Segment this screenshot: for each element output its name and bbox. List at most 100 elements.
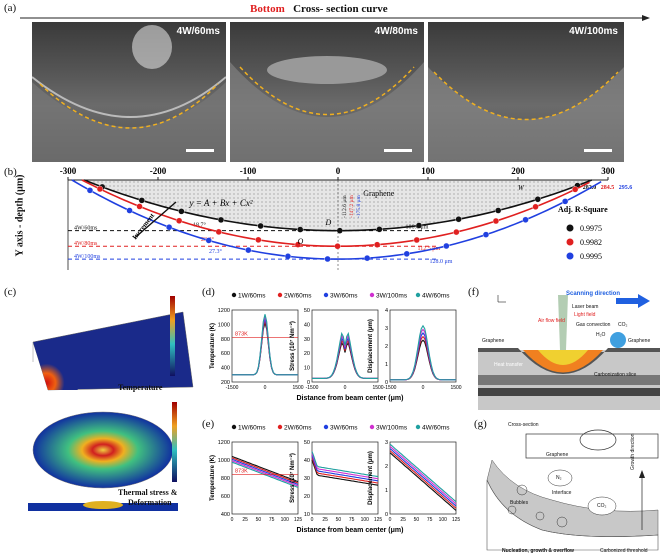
y-tick-label: 600 [221, 494, 230, 500]
o-label: O [298, 237, 304, 246]
y-tick-label: 200 [221, 380, 230, 386]
y-tick-label: 400 [221, 512, 230, 518]
sem-tag-80ms: 4W/80ms [374, 26, 418, 37]
series-curve [311, 457, 379, 484]
threshold-label: 873K [235, 331, 248, 337]
panel-d-label: (d) [202, 286, 215, 298]
growth-schematic [486, 429, 659, 551]
data-point [255, 236, 262, 244]
data-point [136, 203, 143, 210]
x-tick-label: 1500 [450, 385, 461, 391]
series-curve [231, 455, 299, 483]
y-axis-label: Displacement (μm) [368, 319, 374, 373]
legend-marker [369, 424, 375, 430]
x-tick-label: 75 [269, 517, 275, 523]
legend-value: 0.9982 [580, 238, 602, 247]
stress-caption-line2: Deformation [128, 498, 172, 507]
depth-value: -175.8 μm [356, 194, 362, 218]
y-tick-label: 1 [385, 488, 388, 494]
series-curve [389, 450, 457, 509]
x-tick-label: 100 [421, 166, 435, 176]
legend-marker [323, 292, 329, 298]
x-tick-label: 1500 [292, 385, 303, 391]
n2-label: N₂ [556, 475, 562, 481]
graphene-label: Graphene [363, 189, 395, 198]
y-tick-label: 0 [307, 380, 310, 386]
x-tick-label: 0 [311, 517, 314, 523]
cross-section-label: Cross-section [508, 422, 539, 428]
series-curve [231, 461, 299, 488]
panel-f-label: (f) [468, 286, 479, 298]
y-tick-label: 1200 [218, 308, 230, 314]
data-point [571, 186, 579, 193]
x-tick-label: 200 [511, 166, 525, 176]
y-tick-label: 0 [385, 380, 388, 386]
depth-line-label: 4W/80ms [74, 241, 98, 247]
growth-direction: Growth direction [630, 433, 636, 470]
y-tick-label: 10 [304, 512, 310, 518]
scanning-direction: Scanning direction [566, 291, 621, 297]
x-tick-label: 50 [414, 517, 420, 523]
title-cross-section: Cross- section curve [293, 3, 388, 15]
simulation-stress [28, 411, 178, 511]
legend-marker [415, 424, 421, 430]
y-tick-label: 50 [304, 440, 310, 446]
legend-label: 3W/60ms [330, 425, 358, 432]
data-point [495, 207, 502, 214]
data-point [453, 228, 460, 236]
graphene-left: Graphene [482, 338, 505, 344]
panel-c-label: (c) [4, 286, 17, 298]
x-tick-label: 0 [231, 517, 234, 523]
y-tick-label: 3 [385, 326, 388, 332]
data-point [561, 198, 569, 205]
x-tick-label: 0 [422, 385, 425, 391]
nucleation-label: Nucleation, growth & overflow [502, 548, 574, 554]
series-curve [390, 324, 456, 381]
y-tick-label: 10 [304, 366, 310, 372]
data-point [96, 185, 104, 193]
title-bottom: Bottom [250, 3, 285, 15]
plot-frame [231, 441, 299, 515]
gas-convection: Gas convection [576, 322, 611, 328]
data-point [373, 241, 381, 248]
air-flow-field: Air flow field [538, 318, 565, 324]
legend-marker [415, 292, 421, 298]
y-tick-label: 20 [304, 494, 310, 500]
legend-label: 3W/60ms [330, 293, 358, 300]
data-point [297, 226, 304, 233]
legend-marker [277, 292, 283, 298]
depth-line-label: 4W/60ms [74, 226, 98, 232]
x-tick-label: 75 [349, 517, 355, 523]
data-point [413, 236, 420, 244]
x-tick-label: 125 [452, 517, 461, 523]
y-tick-label: 400 [221, 366, 230, 372]
legend-label: 1W/60ms [238, 425, 266, 432]
legend-marker [277, 424, 283, 430]
x-tick-label: 25 [322, 517, 328, 523]
increment-label: Increment [131, 211, 157, 241]
y-tick-label: 0 [385, 512, 388, 518]
scale-bar [384, 149, 412, 152]
panel-e-charts: 1W/60ms 2W/60ms 3W/60ms 3W/100ms 4W/60ms1200… [210, 424, 461, 535]
series-curve [389, 448, 457, 507]
series-curve [311, 455, 379, 482]
colorbar-temperature [170, 296, 175, 376]
x-tick-label: -1500 [226, 385, 239, 391]
heat-transfer: Heat transfer [494, 362, 523, 368]
data-point [245, 246, 252, 254]
laser-beam: Laser beam [572, 304, 599, 310]
x-tick-label: 125 [294, 517, 303, 523]
x-tick-label: 300 [601, 166, 615, 176]
x-tick-label: -300 [60, 166, 77, 176]
co2-label-g: CO₂ [597, 503, 607, 509]
data-point [455, 216, 462, 223]
y-tick-label: 2 [385, 344, 388, 350]
y-tick-label: 2 [385, 464, 388, 470]
data-point [86, 187, 94, 194]
angle-label: 18.7° [193, 222, 207, 229]
carbonized-threshold: Carbonized threshold [600, 548, 648, 554]
x-tick-label: 25 [242, 517, 248, 523]
d-label: D [325, 218, 332, 227]
y-tick-label: 20 [304, 351, 310, 357]
data-point [257, 222, 264, 230]
